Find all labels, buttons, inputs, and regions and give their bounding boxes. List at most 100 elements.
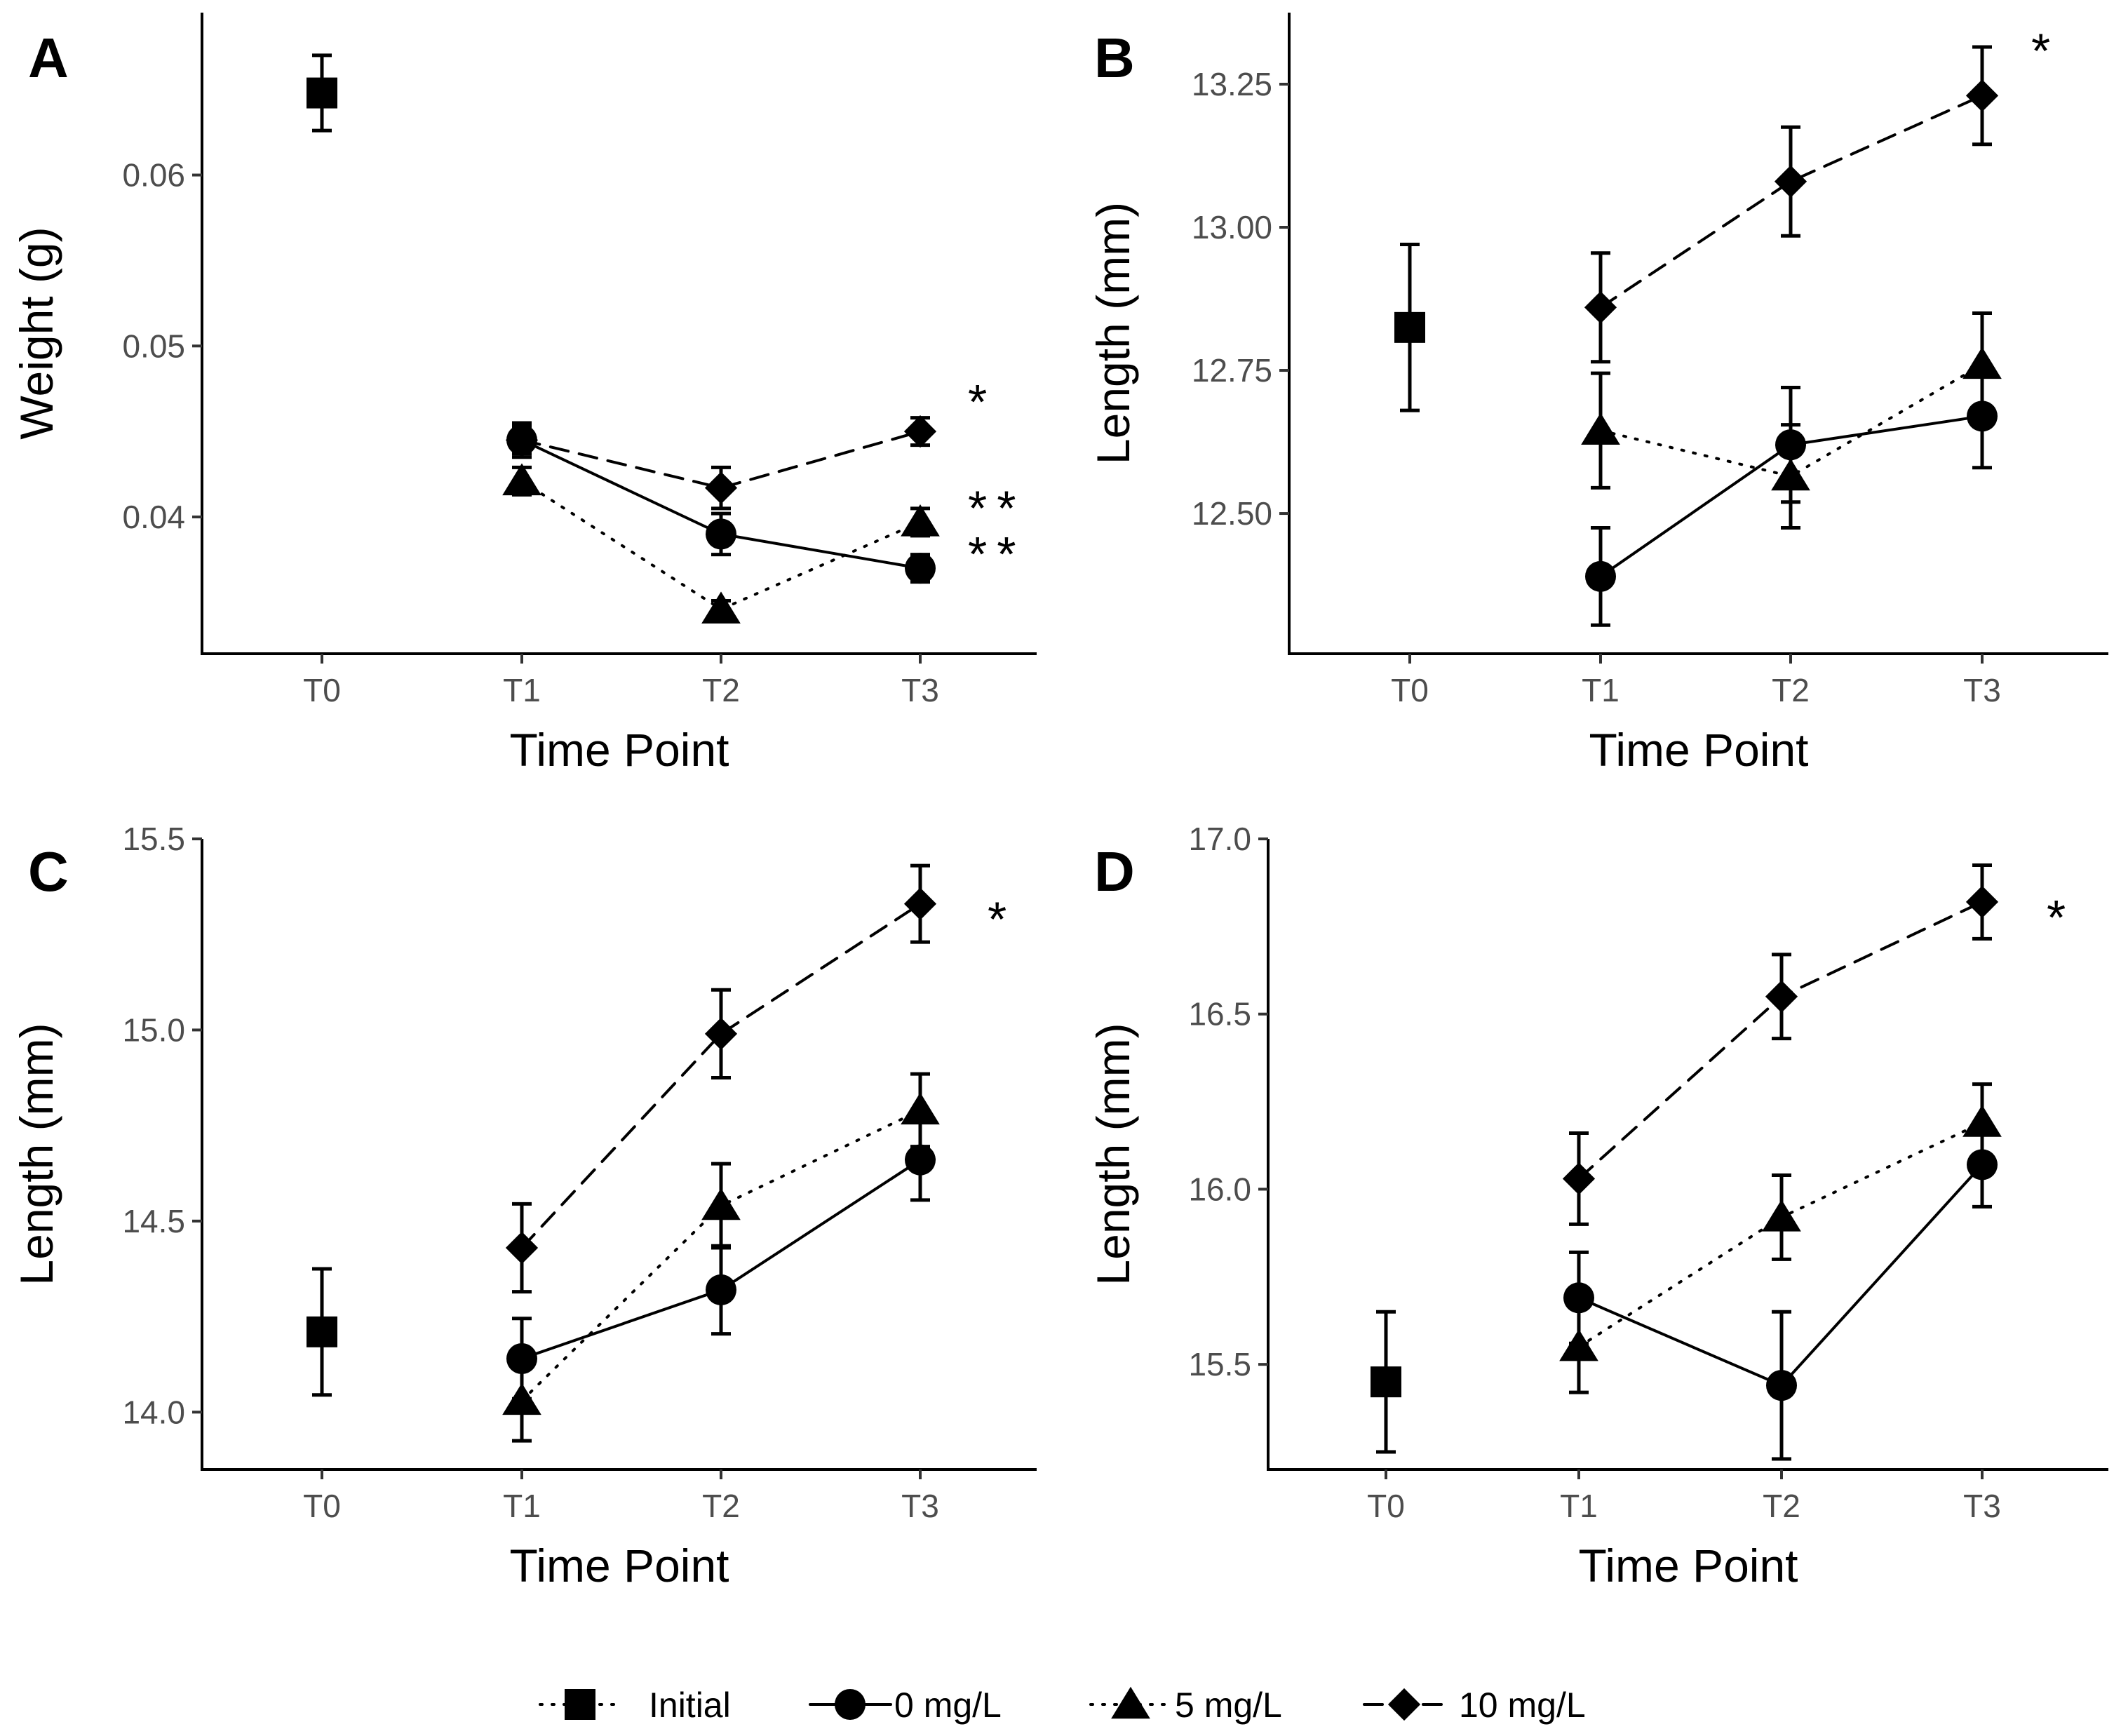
legend-key-square xyxy=(565,1689,595,1720)
series-0mgL xyxy=(1563,1121,1998,1461)
x-axis-title: Time Point xyxy=(1579,1540,1798,1592)
data-point-circle xyxy=(905,1144,936,1176)
legend-label: Initial xyxy=(649,1685,731,1725)
data-point-circle xyxy=(1766,1370,1797,1401)
data-point-circle xyxy=(506,1343,537,1374)
data-point-diamond xyxy=(1562,1162,1596,1195)
data-point-diamond xyxy=(505,1231,539,1265)
series-initial xyxy=(307,53,337,133)
series-10mgL xyxy=(1562,863,1999,1226)
series-5mgL xyxy=(1581,311,2002,530)
data-point-diamond xyxy=(903,887,937,920)
y-axis-title: Length (mm) xyxy=(1087,202,1139,464)
data-point-circle xyxy=(1563,1282,1594,1314)
x-tick-label: T3 xyxy=(901,1488,939,1524)
series-10mgL xyxy=(505,415,937,511)
x-tick-label: T3 xyxy=(901,672,939,708)
y-tick-label: 0.05 xyxy=(122,328,185,364)
data-point-diamond xyxy=(1584,291,1617,324)
data-point-triangle xyxy=(1581,412,1620,445)
y-tick-label: 12.75 xyxy=(1192,352,1272,389)
series-initial xyxy=(1371,1310,1401,1454)
legend-key-triangle xyxy=(1111,1686,1150,1719)
x-axis-title: Time Point xyxy=(510,1540,729,1592)
y-axis-title: Length (mm) xyxy=(1087,1023,1139,1285)
series-5mgL xyxy=(502,1072,940,1443)
data-point-square xyxy=(307,77,337,109)
y-tick-label: 0.04 xyxy=(122,499,185,535)
series-5mgL xyxy=(502,463,940,624)
data-point-diamond xyxy=(704,471,738,504)
legend-item-5mgL: 5 mg/L xyxy=(1089,1685,1282,1725)
y-tick-label: 15.5 xyxy=(1188,1346,1251,1382)
series-10mgL xyxy=(505,863,937,1294)
y-tick-label: 12.50 xyxy=(1192,495,1272,532)
data-point-triangle xyxy=(502,463,541,496)
data-point-triangle xyxy=(502,1382,541,1415)
data-point-diamond xyxy=(1965,79,1999,112)
panel-letter: C xyxy=(28,840,69,903)
panel-b: B 12.50 12.75 13.00 13.25 T0 T1 T2 T3 Time Point L… xyxy=(1087,13,2108,776)
panels: A 0.04 0.05 0.06 T0 T1 T2 T3 Time Point Weight (g… xyxy=(11,13,2108,1592)
y-axis-title: Length (mm) xyxy=(11,1023,62,1285)
series-initial xyxy=(1394,243,1425,412)
data-point-triangle xyxy=(701,591,741,624)
x-axis-title: Time Point xyxy=(1589,724,1809,776)
panel-d: D 15.5 16.0 16.5 17.0 T0 T1 T2 T3 Time Point Lengt… xyxy=(1087,821,2108,1592)
x-tick-label: T3 xyxy=(1963,672,2001,708)
data-point-circle xyxy=(1585,560,1616,592)
panel-a: A 0.04 0.05 0.06 T0 T1 T2 T3 Time Point Weight (g… xyxy=(11,13,1037,776)
significance-marker: * xyxy=(988,892,1016,947)
x-tick-label: T1 xyxy=(1560,1488,1598,1524)
data-point-diamond xyxy=(704,1017,738,1050)
legend-label: 5 mg/L xyxy=(1175,1685,1282,1725)
y-tick-label: 13.25 xyxy=(1192,66,1272,102)
significance-marker: ** xyxy=(968,480,1025,535)
significance-marker: * xyxy=(968,375,997,429)
series-line xyxy=(520,902,922,1249)
data-point-triangle xyxy=(1962,1105,2002,1137)
legend-item-initial: Initial xyxy=(539,1685,731,1725)
panel-letter: A xyxy=(28,27,69,89)
data-point-diamond xyxy=(505,424,539,457)
data-point-square xyxy=(1371,1366,1401,1398)
x-tick-label: T0 xyxy=(303,1488,341,1524)
y-axis-title: Weight (g) xyxy=(11,227,62,439)
x-tick-label: T0 xyxy=(303,672,341,708)
data-point-square xyxy=(307,1316,337,1347)
x-tick-label: T0 xyxy=(1391,672,1429,708)
data-point-triangle xyxy=(1771,458,1810,491)
data-point-triangle xyxy=(901,504,940,537)
data-point-square xyxy=(1394,311,1425,343)
data-point-triangle xyxy=(1559,1328,1598,1361)
x-tick-label: T2 xyxy=(702,672,740,708)
y-tick-label: 0.06 xyxy=(122,157,185,194)
data-point-diamond xyxy=(1765,980,1798,1013)
x-tick-label: T2 xyxy=(1763,1488,1800,1524)
y-tick-label: 15.5 xyxy=(122,821,185,857)
data-point-circle xyxy=(706,518,736,550)
y-tick-label: 15.0 xyxy=(122,1011,185,1048)
series-line xyxy=(1599,94,1984,309)
y-tick-label: 16.0 xyxy=(1188,1171,1251,1207)
significance-marker: * xyxy=(2047,890,2075,945)
data-point-diamond xyxy=(1965,885,1999,918)
x-axis-title: Time Point xyxy=(510,724,729,776)
legend-key-circle xyxy=(835,1689,866,1720)
y-tick-label: 14.5 xyxy=(122,1203,185,1239)
panel-letter: D xyxy=(1094,840,1135,903)
data-point-triangle xyxy=(901,1092,940,1125)
x-tick-label: T2 xyxy=(1772,672,1810,708)
panel-letter: B xyxy=(1094,27,1135,89)
data-point-circle xyxy=(706,1274,736,1305)
x-tick-label: T1 xyxy=(1582,672,1620,708)
series-5mgL xyxy=(1559,1082,2002,1394)
x-tick-label: T1 xyxy=(503,1488,541,1524)
data-point-circle xyxy=(1967,1149,1998,1180)
y-tick-label: 17.0 xyxy=(1188,821,1251,857)
y-tick-label: 14.0 xyxy=(122,1394,185,1430)
y-tick-label: 13.00 xyxy=(1192,209,1272,245)
x-tick-label: T3 xyxy=(1963,1488,2001,1524)
data-point-circle xyxy=(905,553,936,584)
